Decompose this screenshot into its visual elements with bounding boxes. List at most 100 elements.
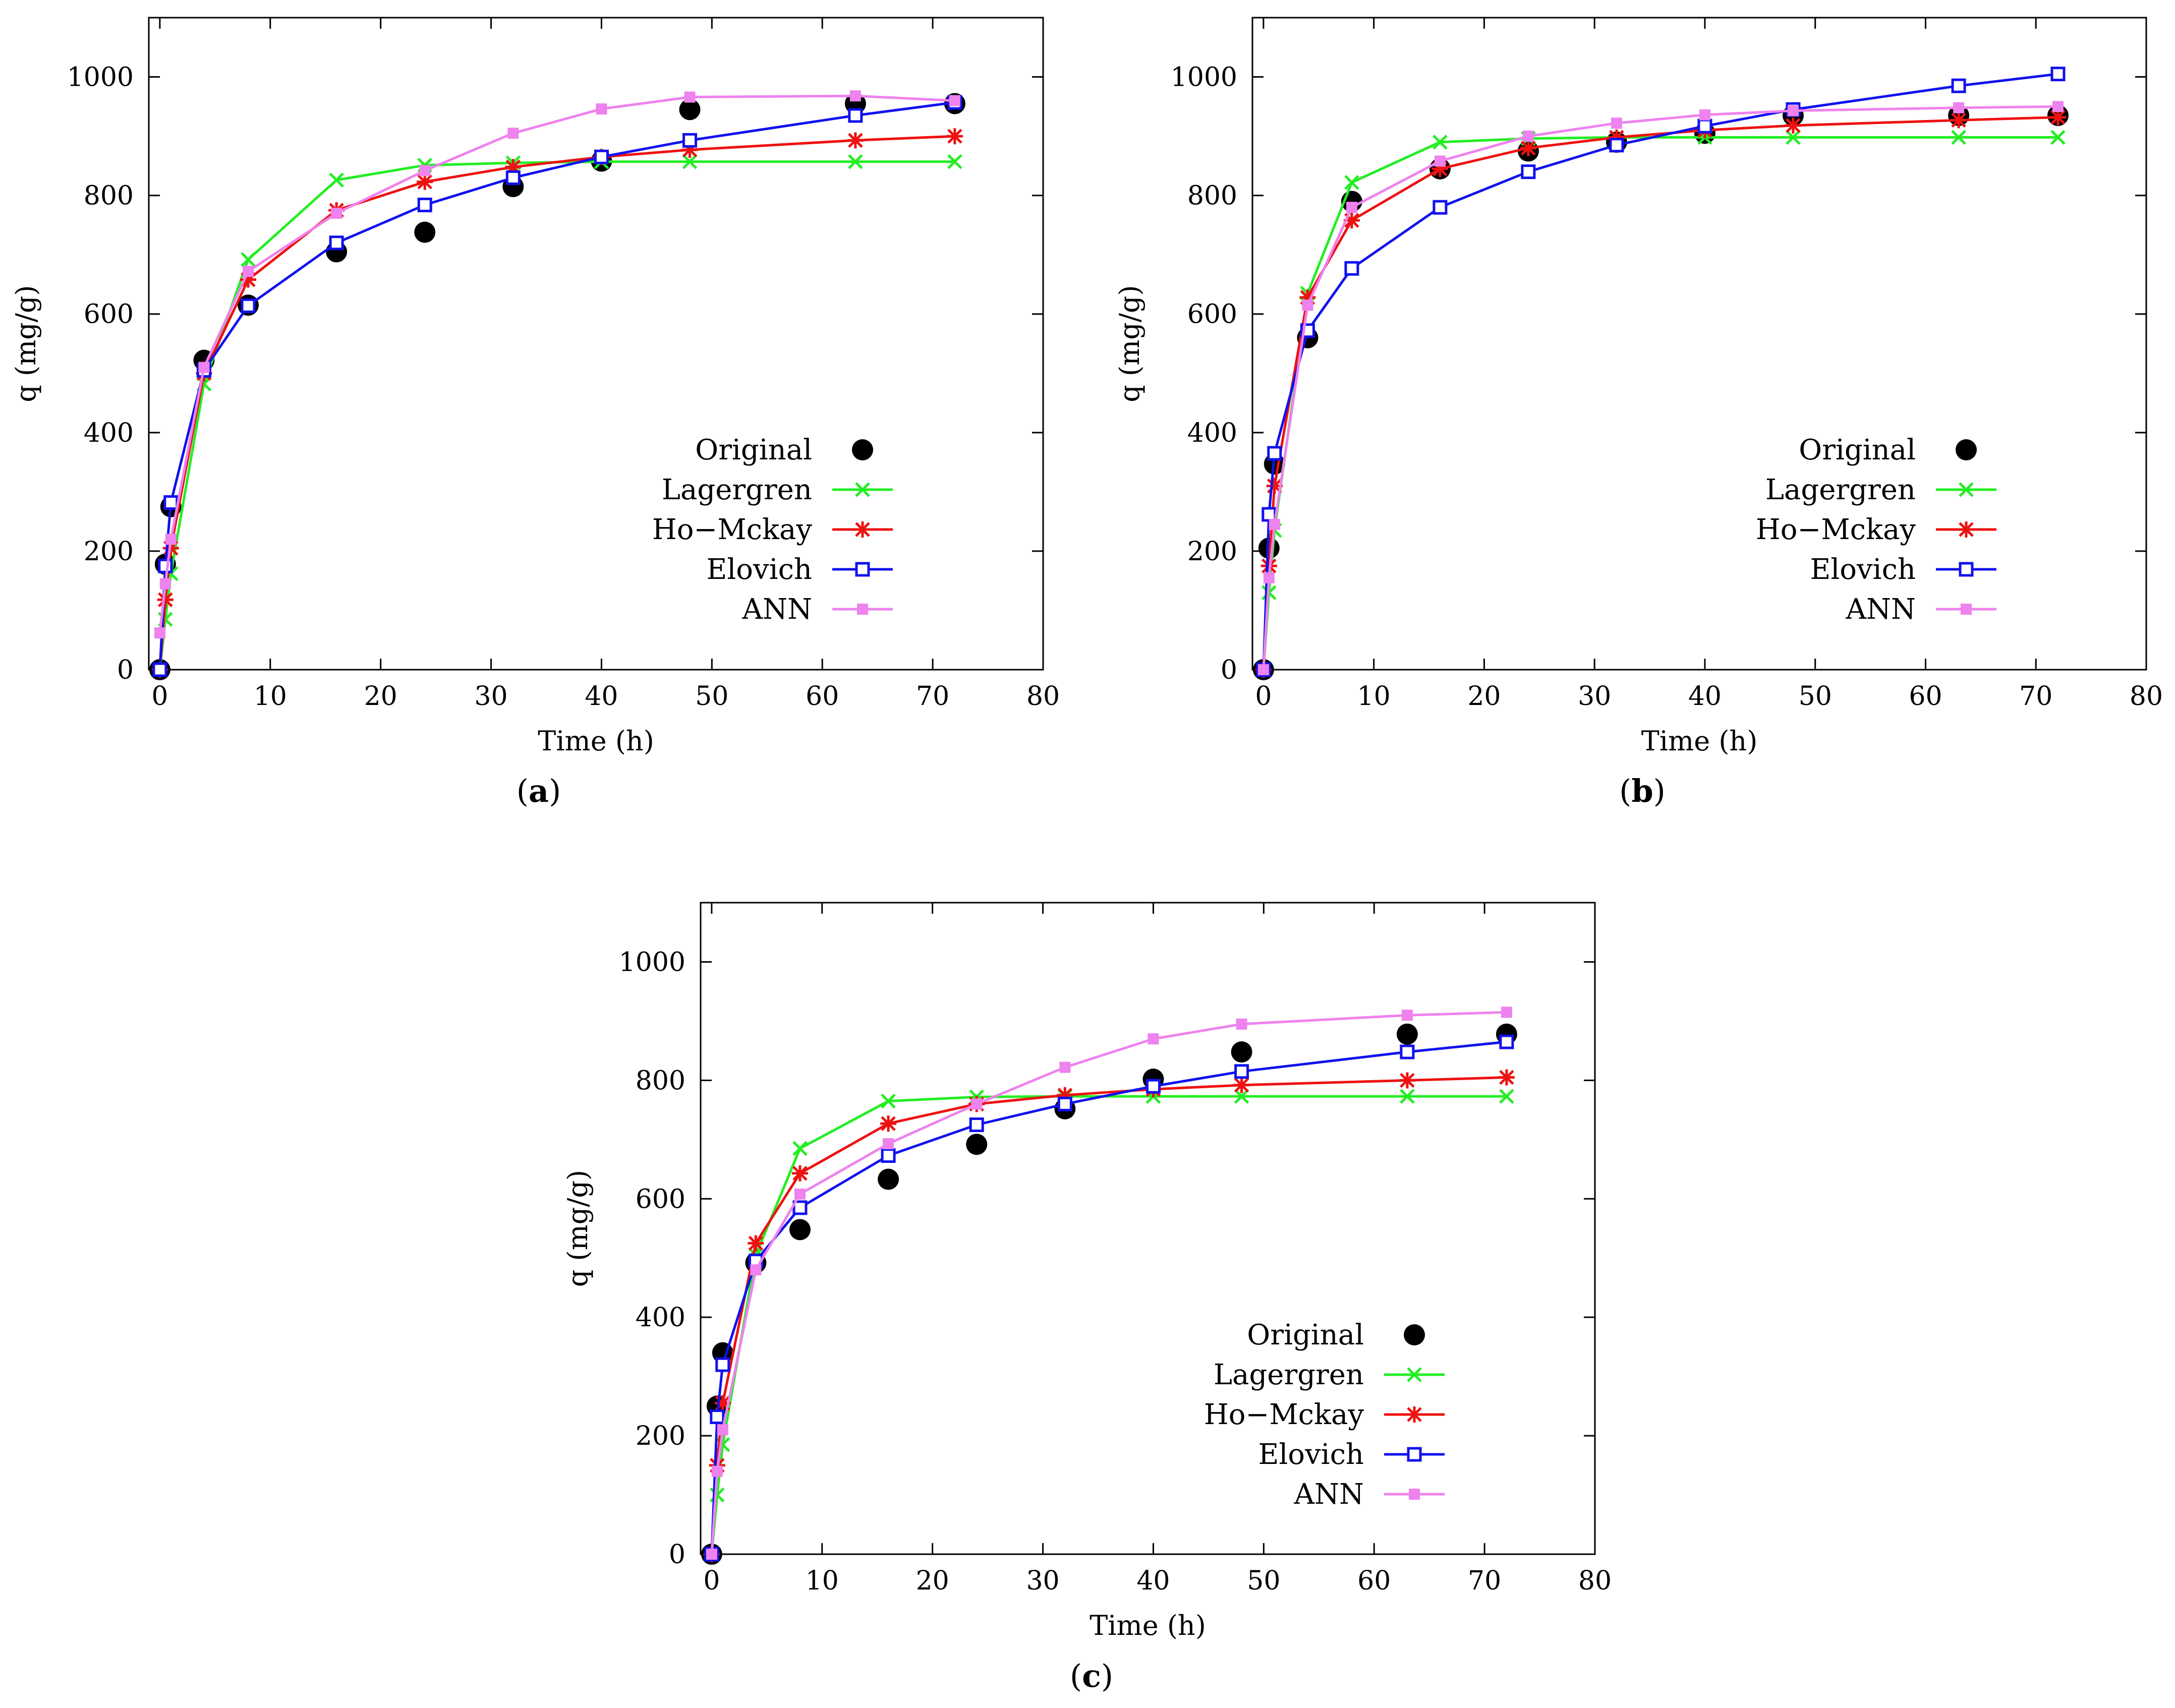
data-point-ho-mckay: [1520, 140, 1536, 156]
data-point-ann: [1269, 519, 1280, 531]
y-tick-label: 200: [84, 537, 134, 567]
data-point-ann: [419, 165, 431, 176]
y-tick-label: 600: [1187, 300, 1237, 330]
series-lagergren: [1256, 130, 2066, 677]
legend-label: Lagergren: [1765, 474, 1916, 506]
series-ho-mckay: [703, 1069, 1515, 1562]
data-point-ann: [1953, 102, 1965, 113]
data-point-elovich: [1344, 261, 1359, 276]
data-point-elovich: [1499, 1034, 1514, 1049]
y-tick-label: 0: [117, 655, 134, 685]
data-point-ho-mckay: [157, 592, 174, 608]
legend-label: Elovich: [707, 553, 812, 586]
data-point-ann: [1401, 1010, 1413, 1021]
panel-label: (b): [1619, 773, 1666, 809]
data-point-lagergren: [947, 154, 962, 169]
y-tick-label: 400: [636, 1303, 685, 1333]
x-tick-label: 60: [806, 681, 839, 712]
data-point-ho-mckay: [714, 1395, 731, 1411]
x-tick-label: 0: [703, 1566, 720, 1596]
x-tick-label: 0: [1255, 681, 1272, 712]
data-point-ann: [165, 534, 177, 545]
legend-marker-lagergren: [1407, 1367, 1422, 1382]
series-elovich: [1256, 67, 2066, 677]
data-point-ho-mckay: [946, 128, 963, 145]
legend-label: Lagergren: [662, 474, 812, 506]
data-point-ann: [243, 266, 254, 277]
x-tick-label: 70: [916, 681, 949, 712]
data-point-elovich: [881, 1148, 896, 1163]
x-tick-label: 40: [585, 681, 618, 712]
data-point-ann: [717, 1424, 728, 1436]
data-point-ann: [1787, 105, 1799, 116]
data-point-elovich: [329, 235, 344, 251]
data-point-ho-mckay: [1343, 212, 1360, 229]
legend-marker-original: [1404, 1324, 1425, 1345]
legend-marker-original: [1956, 439, 1977, 460]
series-line-lagergren: [158, 160, 955, 670]
data-point-elovich: [1697, 119, 1712, 134]
data-point-lagergren: [1344, 175, 1359, 190]
panel-label-open: (: [1619, 773, 1631, 809]
series-ho-mckay: [151, 128, 963, 678]
data-point-elovich: [1609, 138, 1624, 153]
x-axis-label: Time (h): [1641, 725, 1758, 757]
data-point-ann: [711, 1465, 723, 1477]
series-line-ho-mckay: [710, 1076, 1507, 1555]
data-point-elovich: [1267, 446, 1282, 461]
legend-label: Ho−Mckay: [1204, 1398, 1364, 1431]
legend-marker-lagergren: [855, 482, 870, 497]
data-point-ho-mckay: [1608, 129, 1625, 146]
series-line-lagergren: [710, 1095, 1507, 1555]
data-point-ann: [507, 128, 519, 139]
data-point-ho-mckay: [505, 159, 522, 175]
data-point-ann: [949, 95, 960, 106]
legend: Original Lagergren Ho−Mckay Elovich ANN: [1756, 434, 1996, 626]
data-point-lagergren: [1786, 130, 1801, 145]
x-tick-label: 50: [695, 681, 728, 712]
x-tick-label: 10: [806, 1566, 839, 1596]
data-point-lagergren: [1433, 135, 1448, 150]
legend-marker-elovich: [1959, 562, 1974, 577]
data-point-elovich: [848, 108, 863, 123]
data-point-elovich: [710, 1409, 725, 1425]
data-point-lagergren: [2050, 130, 2066, 145]
y-tick-label: 600: [636, 1184, 685, 1214]
series-line-ann: [1262, 105, 2058, 670]
data-point-lagergren: [1400, 1089, 1415, 1104]
y-tick-label: 800: [636, 1066, 685, 1096]
legend-label: Original: [1247, 1319, 1364, 1351]
legend-marker-elovich: [1407, 1447, 1422, 1462]
data-point-elovich: [163, 495, 179, 510]
data-point-lagergren: [792, 1141, 808, 1156]
legend-marker-original: [852, 439, 873, 460]
legend-label: ANN: [742, 593, 812, 626]
y-tick-label: 400: [1187, 418, 1237, 448]
x-axis-label: Time (h): [1090, 1610, 1206, 1641]
legend: Original Lagergren Ho−Mckay Elovich ANN: [1204, 1319, 1445, 1511]
data-point-ann: [1346, 202, 1357, 213]
data-point-ann: [1501, 1007, 1512, 1018]
data-point-ann: [883, 1138, 894, 1150]
legend-marker-lagergren: [1959, 482, 1974, 497]
x-tick-label: 40: [1688, 681, 1722, 712]
data-point-elovich: [241, 298, 256, 313]
legend-label: Elovich: [1810, 553, 1916, 586]
plot-frame: [148, 17, 1044, 671]
data-point-ann: [1611, 117, 1622, 129]
x-tick-label: 50: [1799, 681, 1832, 712]
data-point-elovich: [1433, 200, 1448, 215]
legend-label: Ho−Mckay: [1756, 513, 1916, 546]
data-point-original: [414, 221, 436, 243]
legend-label: ANN: [1846, 593, 1916, 626]
data-point-lagergren: [329, 172, 344, 188]
x-tick-label: 0: [151, 681, 168, 712]
series-line-elovich: [158, 101, 955, 670]
x-tick-label: 40: [1136, 1566, 1170, 1596]
data-point-ann: [1257, 664, 1269, 675]
data-point-ann: [159, 578, 171, 590]
data-point-original: [1396, 1023, 1418, 1045]
legend-marker-ho-mckay: [854, 521, 871, 538]
